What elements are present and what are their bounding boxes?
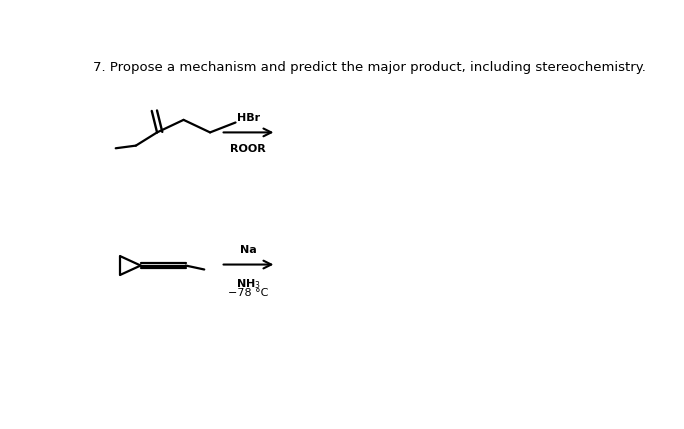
Text: −78 °C: −78 °C — [228, 288, 268, 298]
Text: HBr: HBr — [237, 112, 260, 123]
Text: Na: Na — [240, 245, 256, 255]
Text: ROOR: ROOR — [231, 144, 266, 154]
Text: NH$_3$: NH$_3$ — [236, 277, 261, 290]
Text: 7. Propose a mechanism and predict the major product, including stereochemistry.: 7. Propose a mechanism and predict the m… — [94, 61, 646, 74]
